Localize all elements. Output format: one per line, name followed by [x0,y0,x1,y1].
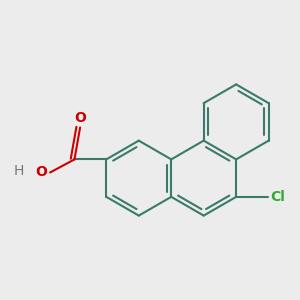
Text: O: O [35,166,47,179]
Text: H: H [14,164,24,178]
Text: O: O [74,110,86,124]
Text: Cl: Cl [270,190,285,204]
